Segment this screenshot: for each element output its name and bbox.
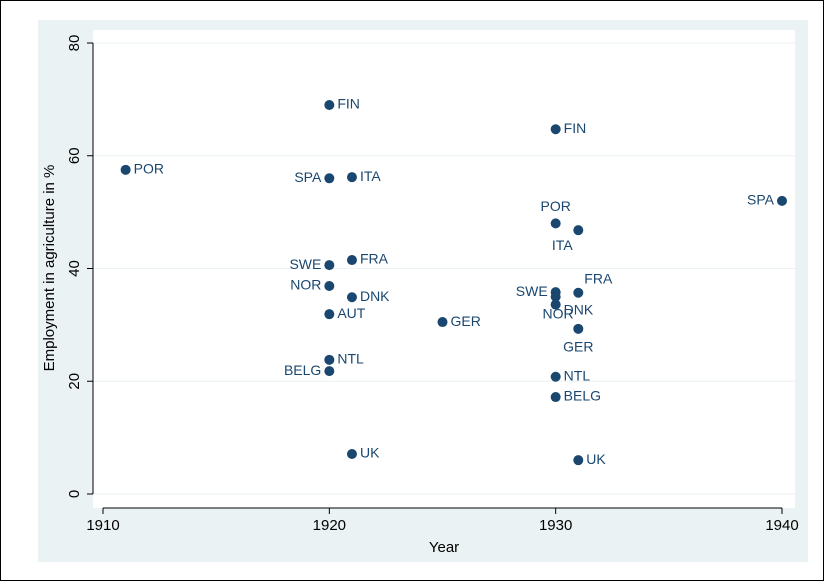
point-label: DNK: [564, 301, 594, 317]
point: [550, 371, 561, 382]
y-tick-label: 20: [66, 373, 83, 390]
point-label: SWE: [516, 283, 548, 299]
x-tick-label: 1920: [313, 517, 346, 534]
point-label: GER: [563, 339, 593, 355]
y-axis-title: Employment in agriculture in %: [41, 165, 58, 372]
point-label: ITA: [552, 237, 573, 253]
x-axis-title: Year: [429, 539, 459, 556]
point: [324, 280, 335, 291]
point: [324, 173, 335, 184]
point: [346, 292, 357, 303]
point: [777, 195, 787, 206]
point: [346, 255, 357, 266]
point-label: FRA: [360, 251, 389, 267]
y-tick-label: 80: [66, 35, 83, 52]
point: [346, 172, 357, 183]
point: [120, 164, 131, 175]
point: [324, 260, 335, 271]
point-label: SPA: [747, 192, 775, 208]
point-label: POR: [540, 198, 570, 214]
point: [550, 218, 561, 229]
y-tick-label: 60: [66, 147, 83, 164]
y-tick-label: 40: [66, 260, 83, 277]
point-label: FIN: [337, 96, 360, 112]
point: [573, 225, 584, 236]
point-label: BELG: [284, 362, 321, 378]
point: [324, 309, 335, 320]
point-label: NOR: [290, 277, 321, 293]
point: [550, 392, 561, 403]
point: [324, 354, 335, 365]
point-label: ITA: [360, 168, 381, 184]
point: [550, 291, 561, 302]
point-label: FIN: [564, 120, 587, 136]
point-label: AUT: [337, 305, 365, 321]
point: [550, 299, 561, 310]
y-tick-label: 0: [66, 490, 83, 498]
point: [324, 366, 335, 377]
point-label: DNK: [360, 288, 390, 304]
point-label: SWE: [289, 256, 321, 272]
point-label: NTL: [564, 367, 591, 383]
point: [324, 100, 335, 111]
point: [346, 448, 357, 459]
x-tick-label: 1930: [539, 517, 572, 534]
point: [573, 455, 584, 466]
point-label: UK: [586, 451, 606, 467]
x-tick-label: 1910: [86, 517, 119, 534]
point-label: FRA: [584, 270, 613, 286]
point-label: GER: [451, 313, 481, 329]
point-label: NTL: [337, 351, 364, 367]
point-label: NOR: [543, 305, 574, 321]
point-label: SPA: [294, 169, 322, 185]
point: [550, 124, 561, 135]
point-label: BELG: [564, 388, 601, 404]
x-tick-label: 1940: [765, 517, 798, 534]
point: [573, 287, 584, 298]
point: [573, 323, 584, 334]
point-label: UK: [360, 445, 380, 461]
point: [437, 317, 448, 328]
point-label: POR: [134, 161, 164, 177]
